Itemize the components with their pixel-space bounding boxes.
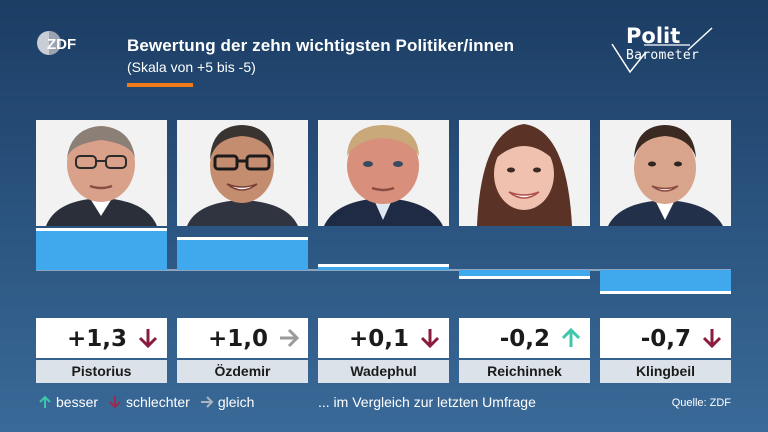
legend-same-label: gleich <box>217 394 255 410</box>
bar-cap-reichinnek <box>459 276 590 279</box>
trend-down-arrow-icon <box>138 329 158 349</box>
value-label-reichinnek: -0,2 <box>499 326 550 352</box>
category-label-pistorius: Pistorius <box>36 360 167 383</box>
legend-down-label: schlechter <box>126 394 190 410</box>
logo-text: ZDF <box>47 36 76 53</box>
source-label: Quelle: ZDF <box>671 397 731 409</box>
bar-cap-klingbeil <box>600 291 731 294</box>
legend-down-arrow-icon <box>109 396 121 409</box>
legend-same-arrow-icon <box>200 396 214 408</box>
value-box-klingbeil: -0,7 <box>600 318 731 358</box>
value-label-oezdemir: +1,0 <box>207 326 268 352</box>
bar-reichinnek <box>459 270 590 276</box>
legend-item-up: besser <box>38 394 98 410</box>
legend-up-arrow-icon <box>39 395 51 408</box>
category-label-wadephul: Wadephul <box>318 360 449 383</box>
politbarometer-logo: Polit Barometer <box>606 22 718 76</box>
category-label-reichinnek: Reichinnek <box>459 360 590 383</box>
value-label-pistorius: +1,3 <box>66 326 127 352</box>
value-box-oezdemir: +1,0 <box>177 318 308 358</box>
brand-line1: Polit <box>626 24 681 48</box>
title-accent-bar <box>127 83 193 87</box>
trend-down-arrow-icon <box>420 329 440 349</box>
portrait-klingbeil <box>600 120 731 226</box>
legend-item-down: schlechter <box>108 394 190 410</box>
value-label-klingbeil: -0,7 <box>640 326 691 352</box>
portrait-wadephul <box>318 120 449 226</box>
portrait-reichinnek <box>459 120 590 226</box>
legend-item-same: gleich <box>200 394 255 410</box>
zdf-logo-icon: ZDF <box>37 31 76 55</box>
legend: besser schlechter gleich <box>38 394 264 410</box>
politbarometer-mark-icon <box>611 27 713 74</box>
value-box-wadephul: +0,1 <box>318 318 449 358</box>
portrait-pistorius <box>36 120 167 226</box>
bar-cap-wadephul <box>318 264 449 267</box>
chart-title: Bewertung der zehn wichtigsten Politiker… <box>127 36 515 55</box>
bar-özdemir <box>177 240 308 270</box>
value-box-reichinnek: -0,2 <box>459 318 590 358</box>
portrait-oezdemir <box>177 120 308 226</box>
legend-up-label: besser <box>56 394 99 410</box>
category-label-klingbeil: Klingbeil <box>600 360 731 383</box>
bar-pistorius <box>36 231 167 270</box>
category-label-oezdemir: Özdemir <box>177 360 308 383</box>
trend-up-arrow-icon <box>561 327 581 347</box>
chart-subtitle: (Skala von +5 bis -5) <box>127 59 256 75</box>
bar-klingbeil <box>600 270 731 291</box>
trend-same-arrow-icon <box>280 328 300 348</box>
bar-wadephul <box>318 267 449 270</box>
value-label-wadephul: +0,1 <box>348 326 409 352</box>
bar-cap-pistorius <box>36 228 167 231</box>
legend-note: ... im Vergleich zur letzten Umfrage <box>318 394 536 410</box>
brand-line2: Barometer <box>626 48 700 63</box>
value-box-pistorius: +1,3 <box>36 318 167 358</box>
trend-down-arrow-icon <box>702 329 722 349</box>
bar-cap-özdemir <box>177 237 308 240</box>
